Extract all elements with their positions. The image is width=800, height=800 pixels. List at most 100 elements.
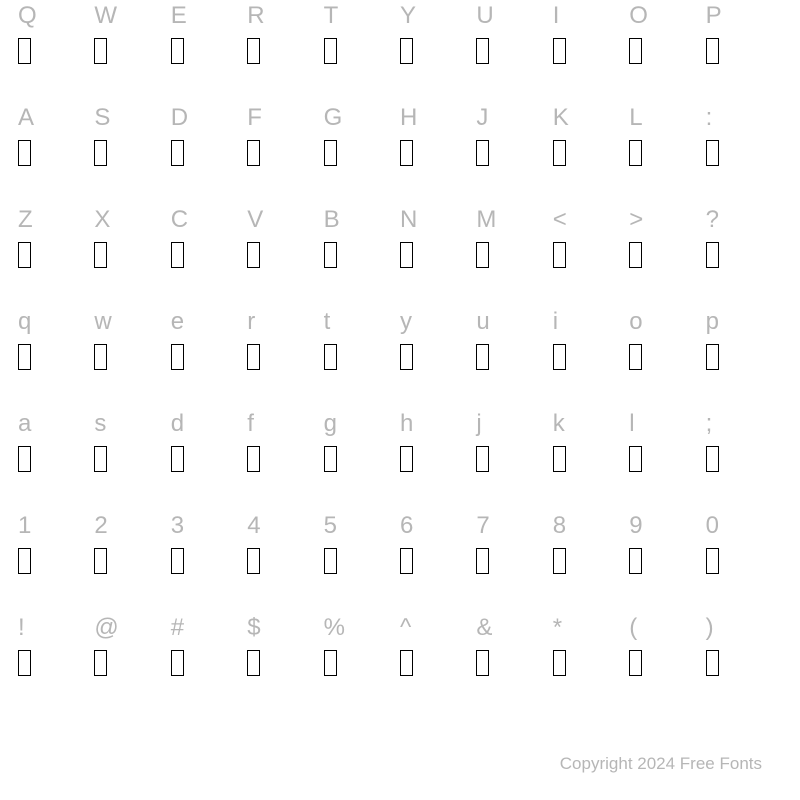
charmap-cell: ! [18,616,94,718]
missing-glyph-box [94,548,107,574]
missing-glyph-box [324,242,337,268]
missing-glyph-box [247,242,260,268]
charmap-cell: h [400,412,476,514]
charmap-label: i [553,310,558,334]
charmap-label: q [18,310,31,334]
missing-glyph-box [171,446,184,472]
missing-glyph-box [18,242,31,268]
charmap-cell: # [171,616,247,718]
charmap-cell: Y [400,4,476,106]
missing-glyph-box [94,242,107,268]
charmap-label: ^ [400,616,411,640]
charmap-cell: 8 [553,514,629,616]
charmap-label: M [476,208,496,232]
charmap-cell: s [94,412,170,514]
charmap-cell: 6 [400,514,476,616]
charmap-label: p [706,310,719,334]
charmap-cell: 7 [476,514,552,616]
charmap-label: N [400,208,417,232]
charmap-cell: I [553,4,629,106]
missing-glyph-box [247,140,260,166]
missing-glyph-box [476,650,489,676]
missing-glyph-box [171,140,184,166]
charmap-label: E [171,4,187,28]
charmap-label: d [171,412,184,436]
charmap-label: I [553,4,560,28]
charmap-cell: u [476,310,552,412]
charmap-cell: L [629,106,705,208]
charmap-label: 8 [553,514,566,538]
charmap-cell: < [553,208,629,310]
charmap-cell: : [706,106,782,208]
missing-glyph-box [247,344,260,370]
charmap-label: a [18,412,31,436]
charmap-cell: F [247,106,323,208]
charmap-cell: > [629,208,705,310]
charmap-cell: W [94,4,170,106]
missing-glyph-box [553,344,566,370]
charmap-label: & [476,616,492,640]
charmap-label: U [476,4,493,28]
missing-glyph-box [400,548,413,574]
charmap-label: r [247,310,255,334]
charmap-label: S [94,106,110,130]
charmap-label: @ [94,616,118,640]
copyright-footer: Copyright 2024 Free Fonts [560,754,762,774]
missing-glyph-box [400,344,413,370]
charmap-label: G [324,106,343,130]
missing-glyph-box [94,446,107,472]
charmap-cell: ^ [400,616,476,718]
missing-glyph-box [400,242,413,268]
charmap-label: P [706,4,722,28]
charmap-label: A [18,106,34,130]
charmap-label: 2 [94,514,107,538]
charmap-label: l [629,412,634,436]
missing-glyph-box [706,140,719,166]
charmap-cell: ? [706,208,782,310]
missing-glyph-box [247,38,260,64]
charmap-cell: T [324,4,400,106]
charmap-cell: ; [706,412,782,514]
missing-glyph-box [247,548,260,574]
charmap-label: f [247,412,254,436]
missing-glyph-box [553,446,566,472]
charmap-cell: % [324,616,400,718]
charmap-cell: k [553,412,629,514]
charmap-cell: E [171,4,247,106]
missing-glyph-box [476,242,489,268]
missing-glyph-box [476,446,489,472]
charmap-cell: p [706,310,782,412]
charmap-cell: y [400,310,476,412]
missing-glyph-box [706,548,719,574]
missing-glyph-box [18,38,31,64]
missing-glyph-box [553,38,566,64]
charmap-label: 1 [18,514,31,538]
charmap-label: ; [706,412,713,436]
missing-glyph-box [247,650,260,676]
missing-glyph-box [706,446,719,472]
charmap-cell: g [324,412,400,514]
charmap-cell: a [18,412,94,514]
missing-glyph-box [706,344,719,370]
missing-glyph-box [324,140,337,166]
charmap-label: 9 [629,514,642,538]
charmap-cell: d [171,412,247,514]
charmap-label: $ [247,616,260,640]
charmap-cell: B [324,208,400,310]
charmap-cell: Z [18,208,94,310]
missing-glyph-box [324,650,337,676]
charmap-cell: A [18,106,94,208]
charmap-cell: M [476,208,552,310]
missing-glyph-box [171,242,184,268]
charmap-cell: l [629,412,705,514]
missing-glyph-box [553,242,566,268]
charmap-label: o [629,310,642,334]
charmap-cell: Q [18,4,94,106]
missing-glyph-box [629,344,642,370]
charmap-label: X [94,208,110,232]
charmap-label: ! [18,616,25,640]
charmap-cell: @ [94,616,170,718]
charmap-label: Z [18,208,33,232]
charmap-label: g [324,412,337,436]
charmap-cell: C [171,208,247,310]
